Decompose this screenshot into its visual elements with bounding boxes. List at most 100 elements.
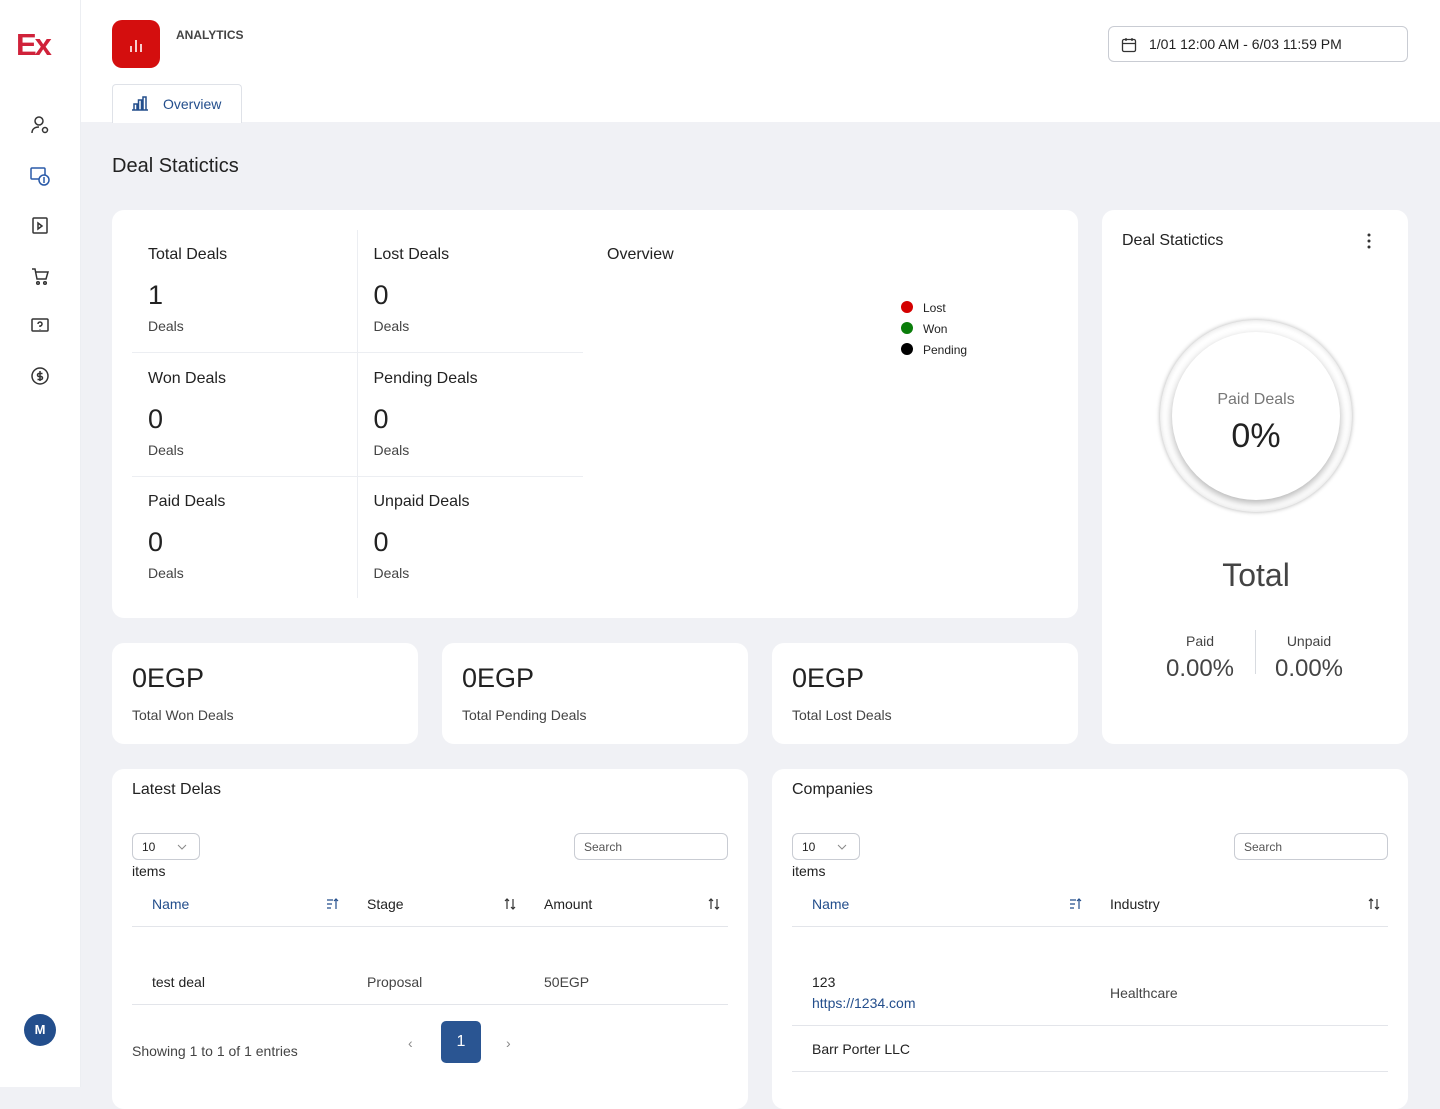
nav-cart[interactable] [30,266,50,286]
paid-value: 0.00% [1165,655,1235,682]
stat-unit: Deals [148,441,184,458]
sort-icon[interactable] [1367,897,1381,911]
date-picker[interactable]: 1/01 12:00 AM - 6/03 11:59 PM [1108,26,1408,62]
latest-deals-card [112,769,748,1109]
tab-label: Overview [163,96,222,112]
total-label: Total [1222,557,1290,593]
nav-payments[interactable] [30,366,50,386]
cell: test deal [152,974,205,990]
page-size-select[interactable]: 10 [792,833,860,860]
stat-label: Pending Deals [373,369,478,387]
logo[interactable]: Ex [16,27,52,62]
legend-label: Lost [923,301,946,315]
stat-value: 0 [148,527,164,557]
cell: Proposal [367,974,423,990]
paid-circle-label: Paid Deals [1217,391,1295,408]
stat-label: Paid Deals [148,493,226,510]
next-page[interactable]: › [506,1035,511,1051]
total-value: 0EGP [132,663,205,693]
divider [1255,630,1256,674]
header-rule [792,926,1388,927]
stat-value: 0 [373,403,389,434]
sort-icon[interactable] [503,897,517,911]
sidebar [0,0,81,1087]
column-header[interactable]: Name [152,896,190,912]
column-header[interactable]: Stage [367,896,404,912]
total-value: 0EGP [462,663,535,693]
column-header[interactable]: Industry [1110,896,1160,912]
header-rule [132,926,728,927]
column-header[interactable]: Name [812,896,850,912]
legend-label: Won [923,322,948,336]
search-input[interactable]: Search [574,833,728,860]
search-placeholder: Search [584,840,623,854]
stat-label: Total Deals [148,246,228,263]
total-card [442,643,748,744]
stat-unit: Deals [373,565,410,581]
stats-card [112,210,1078,618]
stat-value: 1 [148,280,164,310]
overview-tab[interactable]: Overview [112,84,242,123]
page-size-select[interactable]: 10 [132,833,200,860]
row-rule [132,1004,728,1005]
companies-card [772,769,1408,1109]
prev-page[interactable]: ‹ [408,1035,413,1051]
more-menu[interactable] [1362,232,1376,250]
stat-unit: Deals [373,441,410,458]
stat-value: 0 [373,527,389,557]
row-rule [792,1025,1388,1026]
user-avatar[interactable]: M [24,1014,56,1046]
total-card [112,643,418,744]
column-header[interactable]: Amount [544,896,593,912]
nav-users[interactable] [30,115,50,135]
nav-tasks[interactable] [30,215,50,235]
calendar-icon [1121,38,1137,53]
page-size: 10 [142,840,156,854]
paid-label: Paid [1185,633,1215,649]
legend-dot [901,343,913,355]
items-label: items [792,863,826,879]
company-name: Barr Porter LLC [812,1041,911,1057]
chart-icon [130,40,142,52]
date-range: 1/01 12:00 AM - 6/03 11:59 PM [1149,36,1342,52]
paid-circle [1172,332,1340,500]
stat-label: Unpaid Deals [373,493,470,510]
sort-asc-icon[interactable] [326,897,340,911]
total-value: 0EGP [792,663,865,693]
companies-title: Companies [792,781,873,798]
company-url[interactable]: https://1234.com [812,995,916,1011]
total-label: Total Lost Deals [792,707,892,723]
paid-card-title: Deal Statictics [1122,232,1224,249]
total-card [772,643,1078,744]
legend-label: Pending [923,343,968,357]
page-button[interactable]: 1 [441,1021,481,1063]
sort-icon[interactable] [707,897,721,911]
cell: 50EGP [544,974,590,990]
chevron [837,844,847,850]
search-input[interactable]: Search [1234,833,1388,860]
legend-dot [901,322,913,334]
total-label: Total Won Deals [132,707,234,723]
stat-value: 0 [373,280,389,310]
nav-deals[interactable] [29,165,51,187]
legend-dot [901,301,913,313]
grid-rule [132,476,583,477]
row-rule [792,1071,1388,1072]
sort-asc-icon[interactable] [1069,897,1083,911]
paid-circle-value: 0% [1231,417,1281,455]
company-industry: Healthcare [1110,985,1178,1001]
latest-title: Latest Delas [132,781,221,798]
stat-value: 0 [148,403,164,434]
nav-support[interactable] [30,316,50,336]
page-size: 10 [802,840,816,854]
section-title: ANALYTICS [176,28,244,42]
stat-unit: Deals [148,318,184,334]
chevron [177,844,187,850]
total-label: Total Pending Deals [462,707,587,723]
stat-unit: Deals [148,565,184,581]
unpaid-label: Unpaid [1286,633,1332,649]
unpaid-value: 0.00% [1274,655,1344,682]
stat-label: Lost Deals [373,246,450,263]
grid-rule [132,352,583,353]
